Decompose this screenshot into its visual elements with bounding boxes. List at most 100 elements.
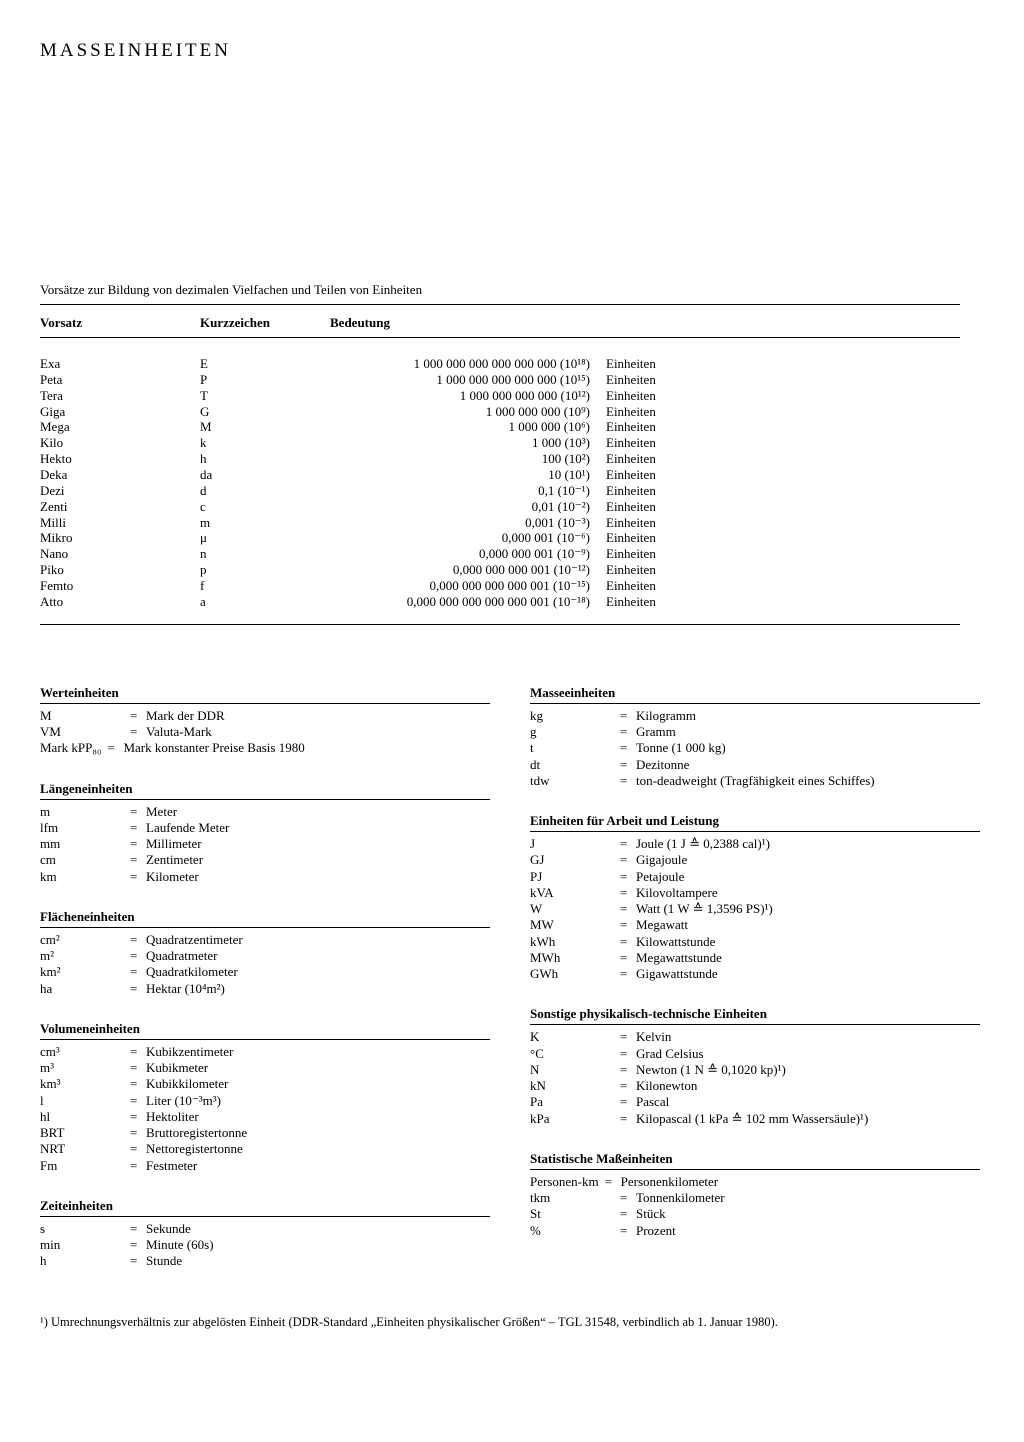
section-heading: Masseeinheiten bbox=[530, 685, 980, 704]
equals-sign: = bbox=[130, 1060, 146, 1076]
unit-section: Zeiteinheitens=Sekundemin=Minute (60s)h=… bbox=[40, 1198, 490, 1270]
einheiten-label: Einheiten bbox=[596, 451, 686, 467]
einheiten-label: Einheiten bbox=[596, 483, 686, 499]
prefix-row: Dezid0,1 (10⁻¹)Einheiten bbox=[40, 483, 960, 499]
unit-abbr: ha bbox=[40, 981, 130, 997]
rule bbox=[40, 304, 960, 305]
unit-row: hl=Hektoliter bbox=[40, 1109, 490, 1125]
prefix-row: Nanon0,000 000 001 (10⁻⁹)Einheiten bbox=[40, 546, 960, 562]
unit-row: BRT=Bruttoregistertonne bbox=[40, 1125, 490, 1141]
prefix-row: Zentic0,01 (10⁻²)Einheiten bbox=[40, 499, 960, 515]
prefix-value: 0,000 000 000 001 (10⁻¹²) bbox=[330, 562, 596, 578]
unit-abbr: PJ bbox=[530, 869, 620, 885]
unit-def: Hektar (10⁴m²) bbox=[146, 981, 490, 997]
unit-def: Laufende Meter bbox=[146, 820, 490, 836]
unit-abbr: m² bbox=[40, 948, 130, 964]
unit-section: Statistische MaßeinheitenPersonen-km=Per… bbox=[530, 1151, 980, 1239]
section-heading: Werteinheiten bbox=[40, 685, 490, 704]
equals-sign: = bbox=[620, 1223, 636, 1239]
page-title: MASSEINHEITEN bbox=[40, 40, 994, 62]
unit-abbr: kPa bbox=[530, 1111, 620, 1127]
unit-def: Petajoule bbox=[636, 869, 980, 885]
unit-def: Mark der DDR bbox=[146, 708, 490, 724]
unit-row: h=Stunde bbox=[40, 1253, 490, 1269]
unit-abbr: GWh bbox=[530, 966, 620, 982]
equals-sign: = bbox=[130, 1253, 146, 1269]
prefix-name: Milli bbox=[40, 515, 200, 531]
prefix-value: 0,000 000 000 000 001 (10⁻¹⁵) bbox=[330, 578, 596, 594]
unit-abbr: J bbox=[530, 836, 620, 852]
unit-abbr: % bbox=[530, 1223, 620, 1239]
einheiten-label: Einheiten bbox=[596, 388, 686, 404]
header-kurz: Kurzzeichen bbox=[200, 315, 330, 331]
prefix-name: Exa bbox=[40, 356, 200, 372]
unit-def: Mark konstanter Preise Basis 1980 bbox=[123, 740, 490, 756]
unit-def: Personenkilometer bbox=[621, 1174, 980, 1190]
prefix-name: Mikro bbox=[40, 530, 200, 546]
prefix-symbol: c bbox=[200, 499, 330, 515]
einheiten-label: Einheiten bbox=[596, 530, 686, 546]
unit-abbr: NRT bbox=[40, 1141, 130, 1157]
equals-sign: = bbox=[130, 852, 146, 868]
unit-row: kWh=Kilowattstunde bbox=[530, 934, 980, 950]
prefix-name: Kilo bbox=[40, 435, 200, 451]
unit-def: Tonnenkilometer bbox=[636, 1190, 980, 1206]
prefix-symbol: M bbox=[200, 419, 330, 435]
unit-row: J=Joule (1 J ≙ 0,2388 cal)¹) bbox=[530, 836, 980, 852]
einheiten-label: Einheiten bbox=[596, 578, 686, 594]
unit-def: Liter (10⁻³m³) bbox=[146, 1093, 490, 1109]
equals-sign: = bbox=[130, 948, 146, 964]
prefix-row: Kilok1 000 (10³)Einheiten bbox=[40, 435, 960, 451]
equals-sign: = bbox=[620, 1046, 636, 1062]
prefix-name: Femto bbox=[40, 578, 200, 594]
unit-row: Mark kPP₈₀=Mark konstanter Preise Basis … bbox=[40, 740, 490, 756]
unit-def: Gramm bbox=[636, 724, 980, 740]
unit-abbr: °C bbox=[530, 1046, 620, 1062]
unit-row: ha=Hektar (10⁴m²) bbox=[40, 981, 490, 997]
einheiten-label: Einheiten bbox=[596, 515, 686, 531]
prefix-row: ExaE1 000 000 000 000 000 000 (10¹⁸)Einh… bbox=[40, 356, 960, 372]
equals-sign: = bbox=[620, 869, 636, 885]
prefix-symbol: E bbox=[200, 356, 330, 372]
unit-section: Flächeneinheitencm²=Quadratzentimeterm²=… bbox=[40, 909, 490, 997]
unit-row: l=Liter (10⁻³m³) bbox=[40, 1093, 490, 1109]
unit-abbr: K bbox=[530, 1029, 620, 1045]
einheiten-label: Einheiten bbox=[596, 594, 686, 610]
unit-def: Kilometer bbox=[146, 869, 490, 885]
unit-def: Gigajoule bbox=[636, 852, 980, 868]
unit-abbr: tkm bbox=[530, 1190, 620, 1206]
unit-def: Megawattstunde bbox=[636, 950, 980, 966]
header-bedeutung: Bedeutung bbox=[330, 315, 960, 331]
unit-abbr: M bbox=[40, 708, 130, 724]
prefix-name: Giga bbox=[40, 404, 200, 420]
unit-row: W=Watt (1 W ≙ 1,3596 PS)¹) bbox=[530, 901, 980, 917]
prefix-headers: Vorsatz Kurzzeichen Bedeutung bbox=[40, 311, 960, 335]
prefix-symbol: P bbox=[200, 372, 330, 388]
prefix-row: TeraT1 000 000 000 000 (10¹²)Einheiten bbox=[40, 388, 960, 404]
unit-row: K=Kelvin bbox=[530, 1029, 980, 1045]
unit-abbr: hl bbox=[40, 1109, 130, 1125]
prefix-value: 1 000 000 000 000 (10¹²) bbox=[330, 388, 596, 404]
unit-abbr: GJ bbox=[530, 852, 620, 868]
unit-def: Kilopascal (1 kPa ≙ 102 mm Wassersäule)¹… bbox=[636, 1111, 980, 1127]
prefix-value: 0,001 (10⁻³) bbox=[330, 515, 596, 531]
einheiten-label: Einheiten bbox=[596, 372, 686, 388]
unit-def: Megawatt bbox=[636, 917, 980, 933]
rule bbox=[40, 337, 960, 338]
unit-row: kPa=Kilopascal (1 kPa ≙ 102 mm Wassersäu… bbox=[530, 1111, 980, 1127]
equals-sign: = bbox=[620, 1062, 636, 1078]
unit-abbr: Pa bbox=[530, 1094, 620, 1110]
equals-sign: = bbox=[130, 1237, 146, 1253]
prefix-value: 0,01 (10⁻²) bbox=[330, 499, 596, 515]
einheiten-label: Einheiten bbox=[596, 404, 686, 420]
prefix-row: Mikroμ0,000 001 (10⁻⁶)Einheiten bbox=[40, 530, 960, 546]
prefix-symbol: n bbox=[200, 546, 330, 562]
prefix-name: Tera bbox=[40, 388, 200, 404]
equals-sign: = bbox=[130, 981, 146, 997]
unit-row: tkm=Tonnenkilometer bbox=[530, 1190, 980, 1206]
unit-def: Millimeter bbox=[146, 836, 490, 852]
equals-sign: = bbox=[620, 885, 636, 901]
unit-abbr: s bbox=[40, 1221, 130, 1237]
section-heading: Volumeneinheiten bbox=[40, 1021, 490, 1040]
unit-def: Joule (1 J ≙ 0,2388 cal)¹) bbox=[636, 836, 980, 852]
